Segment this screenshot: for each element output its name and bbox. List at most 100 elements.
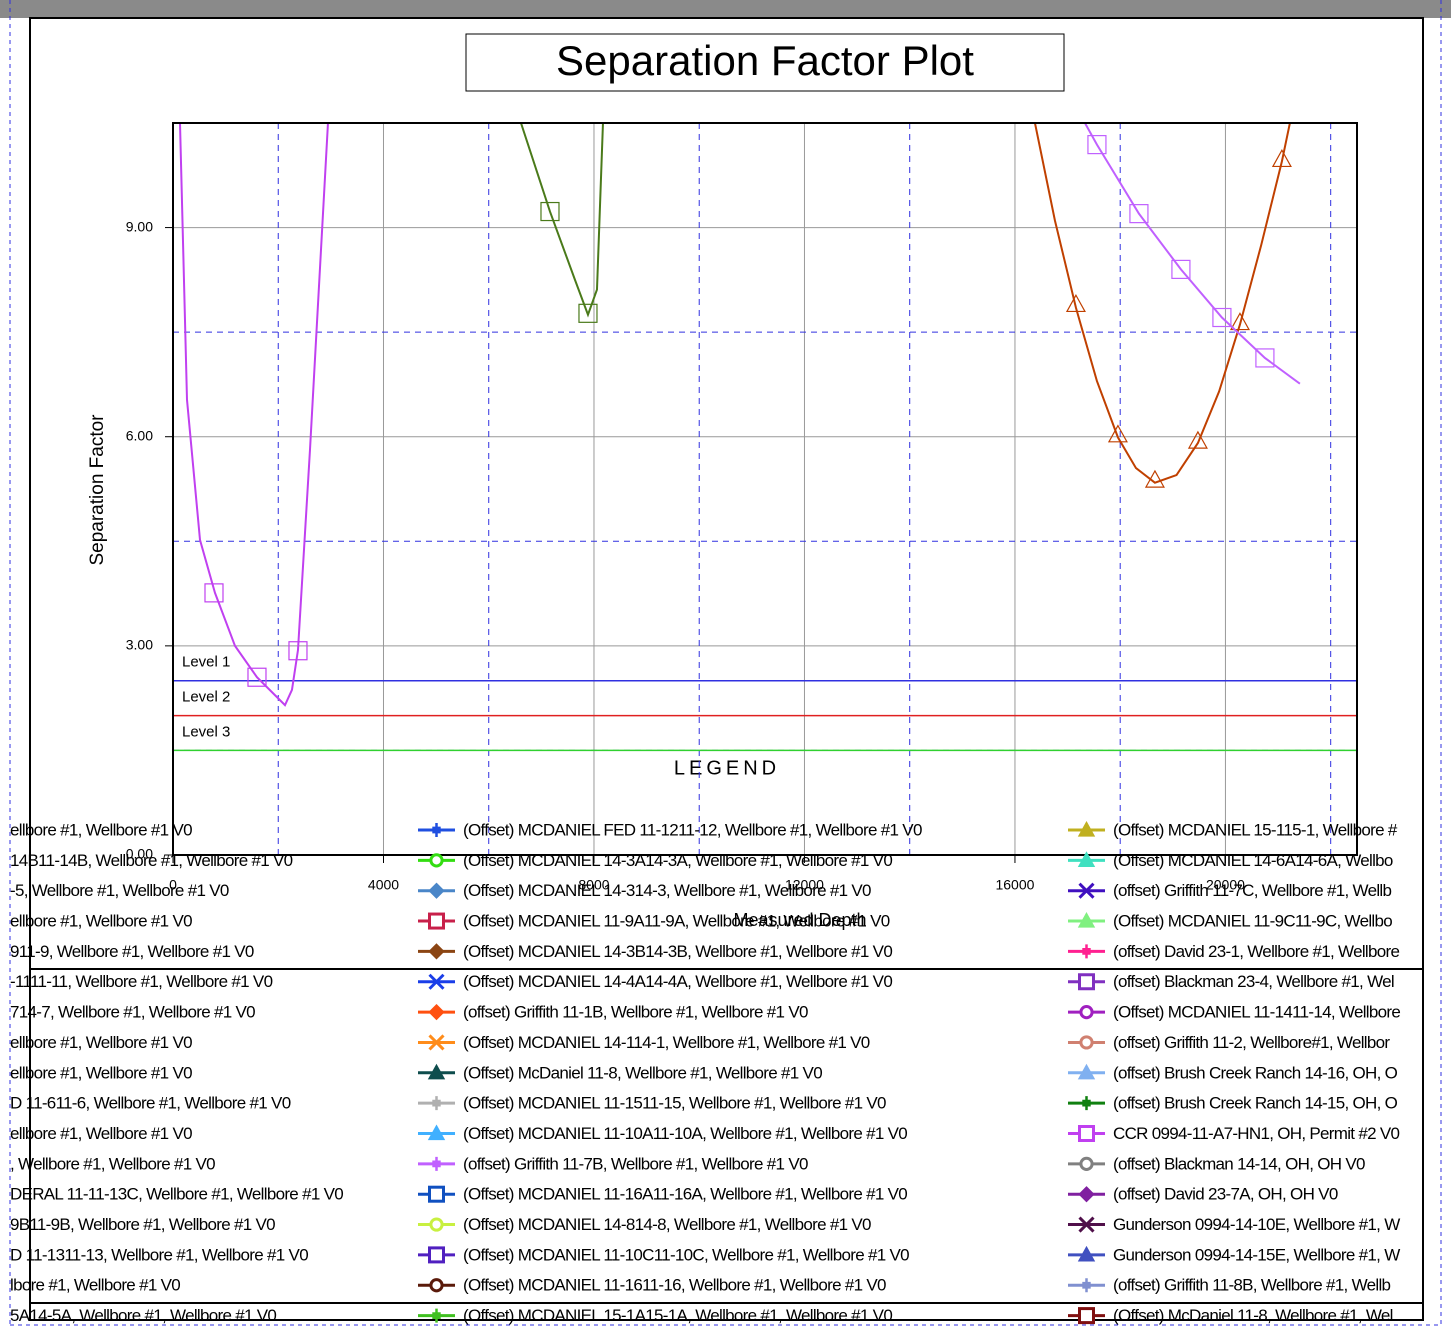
- legend-label: (Offset) MCDANIEL 11-1411-14, Wellbore: [1113, 1003, 1400, 1022]
- x-tick-label: 20000: [1206, 877, 1245, 893]
- x-tick-label: 4000: [368, 877, 399, 893]
- ticks: 0.00 3.00 6.00 9.00 0 4000 8000 12000 16000 20000…: [126, 218, 1245, 892]
- legend-label: 714-7, Wellbore #1, Wellbore #1 V0: [10, 1003, 255, 1022]
- marker: [1065, 294, 1086, 313]
- legend-label: (Offset) MCDANIEL 15-115-1, Wellbore #: [1113, 820, 1398, 839]
- series-line: [520, 123, 604, 318]
- legend-label: (offset) Griffith 11-7B, Wellbore #1, We…: [463, 1154, 808, 1173]
- legend-label: (Offset) MCDANIEL 11-10C11-10C, Wellbore…: [463, 1245, 909, 1264]
- legend-label: (offset) David 23-1, Wellbore #1, Wellbo…: [1113, 942, 1399, 961]
- legend-label: ellbore #1, Wellbore #1 V0: [10, 1063, 192, 1082]
- legend: ellbore #1, Wellbore #1 V0 14B11-14B, Wel…: [10, 820, 1401, 1325]
- legend-label: 911-9, Wellbore #1, Wellbore #1 V0: [10, 942, 254, 961]
- grid: [172, 123, 1357, 856]
- legend-swatch-marker: [432, 1156, 441, 1171]
- legend-label: -5, Wellbore #1, Wellbore #1 V0: [10, 881, 229, 900]
- legend-label: (Offset) MCDANIEL 14-3B14-3B, Wellbore #…: [463, 942, 892, 961]
- legend-label: (Offset) MCDANIEL 11-9C11-9C, Wellbo: [1113, 912, 1392, 931]
- legend-label: (Offset) MCDANIEL 11-10A11-10A, Wellbore…: [463, 1124, 907, 1143]
- level-label: Level 3: [182, 723, 230, 740]
- plot-border: [172, 122, 1358, 856]
- legend-label: (offset) Griffith 11-8B, Wellbore #1, We…: [1113, 1276, 1391, 1295]
- chart-title: Separation Factor Plot: [556, 37, 974, 84]
- marker: [1144, 469, 1165, 488]
- legend-swatch-marker: [1077, 820, 1096, 837]
- marker: [1087, 135, 1107, 155]
- marker: [1229, 312, 1250, 331]
- level-label: Level 2: [182, 689, 230, 706]
- legend-label: (Offset) MCDANIEL 14-814-8, Wellbore #1,…: [463, 1215, 871, 1234]
- y-tick-label: 0.00: [126, 846, 153, 862]
- legend-title: LEGEND: [674, 757, 780, 779]
- legend-swatch-marker: [432, 1096, 441, 1111]
- y-tick-label: 3.00: [126, 637, 153, 653]
- legend-label: CCR 0994-11-A7-HN1, OH, Permit #2 V0: [1113, 1124, 1400, 1143]
- legend-label: (Offset) MCDANIEL 11-1611-16, Wellbore #…: [463, 1276, 886, 1295]
- legend-label: 5A14-5A, Wellbore #1, Wellbore #1 V0: [10, 1306, 276, 1325]
- x-tick-label: 0: [169, 877, 177, 893]
- y-tick-label: 9.00: [126, 218, 153, 234]
- legend-label: ellbore #1, Wellbore #1 V0: [10, 1124, 192, 1143]
- legend-swatch-marker: [1077, 1245, 1096, 1262]
- legend-swatch-marker: [428, 1003, 445, 1021]
- legend-label: ellbore #1, Wellbore #1 V0: [10, 912, 192, 931]
- marker: [1271, 149, 1292, 168]
- legend-swatch-marker: [432, 1308, 441, 1323]
- marker: [1107, 424, 1128, 443]
- marker: [204, 583, 224, 603]
- legend-swatch-marker: [1082, 1096, 1091, 1111]
- y-axis-title: Separation Factor: [87, 414, 108, 566]
- legend-swatch-marker: [1078, 882, 1095, 899]
- legend-swatch-marker: [429, 1217, 444, 1232]
- legend-label: (offset) Brush Creek Ranch 14-15, OH, O: [1113, 1094, 1398, 1113]
- marker: [1212, 307, 1232, 328]
- legend-label: (Offset) MCDANIEL 14-4A14-4A, Wellbore #…: [463, 972, 892, 991]
- legend-swatch-marker: [1077, 911, 1096, 928]
- legend-label: (Offset) MCDANIEL 15-1A15-1A, Wellbore #…: [463, 1306, 892, 1325]
- series-line: [1084, 123, 1301, 385]
- legend-label: (offset) Griffith 11-1B, Wellbore #1, We…: [463, 1003, 808, 1022]
- legend-swatch-marker: [429, 1278, 444, 1293]
- legend-swatch-marker: [427, 1124, 446, 1141]
- marker: [1255, 348, 1275, 368]
- legend-label: ellbore #1, Wellbore #1 V0: [10, 1033, 192, 1052]
- legend-label: (Offset) McDaniel 11-8, Wellbore #1, Wel…: [463, 1063, 822, 1082]
- legend-label: D 11-1311-13, Wellbore #1, Wellbore #1 V…: [10, 1245, 308, 1264]
- legend-swatch-marker: [428, 973, 445, 990]
- legend-swatch-marker: [428, 1185, 445, 1203]
- legend-label: Gunderson 0994-14-10E, Wellbore #1, W: [1113, 1215, 1400, 1234]
- legend-swatch-marker: [428, 943, 445, 960]
- legend-label: 9B11-9B, Wellbore #1, Wellbore #1 V0: [10, 1215, 275, 1234]
- legend-swatch-marker: [1077, 1063, 1096, 1080]
- legend-swatch-marker: [428, 882, 445, 899]
- y-tick-label: 6.00: [126, 427, 153, 443]
- legend-label: (Offset) MCDANIEL 14-6A14-6A, Wellbo: [1113, 851, 1393, 870]
- x-axis-title: Measured Depth: [733, 910, 866, 930]
- legend-label: (offset) Blackman 14-14, OH, OH V0: [1113, 1154, 1365, 1173]
- legend-label: ellbore #1, Wellbore #1 V0: [10, 820, 192, 839]
- legend-swatch-marker: [428, 912, 445, 930]
- legend-label: (Offset) MCDANIEL 14-114-1, Wellbore #1,…: [463, 1033, 870, 1052]
- marker: [288, 641, 308, 661]
- legend-label: (Offset) MCDANIEL 14-3A14-3A, Wellbore #…: [463, 851, 892, 870]
- legend-label: DERAL 11-11-13C, Wellbore #1, Wellbore #…: [10, 1185, 343, 1204]
- legend-label: lbore #1, Wellbore #1 V0: [10, 1276, 180, 1295]
- legend-swatch-marker: [1079, 1035, 1094, 1050]
- legend-label: (offset) Griffith 11-7C, Wellbore #1, We…: [1113, 881, 1391, 900]
- series-line: [1033, 123, 1291, 484]
- legend-swatch-marker: [1078, 1216, 1095, 1233]
- legend-swatch-marker: [428, 1034, 445, 1051]
- legend-label: Gunderson 0994-14-15E, Wellbore #1, W: [1113, 1245, 1400, 1264]
- legend-label: (offset) Brush Creek Ranch 14-16, OH, O: [1113, 1063, 1398, 1082]
- legend-swatch-marker: [432, 823, 441, 837]
- legend-swatch-marker: [1077, 851, 1096, 867]
- legend-label: (offset) David 23-7A, OH, OH V0: [1113, 1185, 1338, 1204]
- legend-label: (Offset) MCDANIEL 11-9A11-9A, Wellbore #…: [463, 912, 890, 931]
- legend-swatch-marker: [428, 1246, 445, 1264]
- legend-label: -1111-11, Wellbore #1, Wellbore #1 V0: [10, 972, 273, 991]
- top-bar: [0, 0, 1451, 18]
- legend-swatch-marker: [1079, 1005, 1094, 1020]
- legend-label: (Offset) MCDANIEL 11-16A11-16A, Wellbore…: [463, 1185, 907, 1204]
- marker: [247, 667, 267, 687]
